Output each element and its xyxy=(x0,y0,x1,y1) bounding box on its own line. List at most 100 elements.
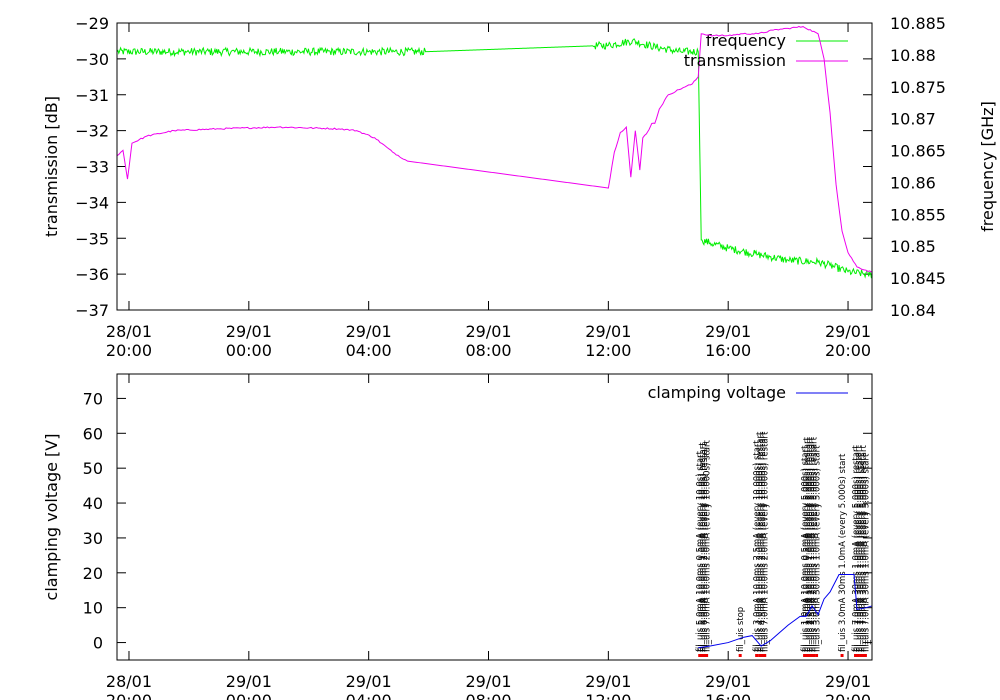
x-tick-date: 29/01 xyxy=(585,322,631,341)
x-tick-date: 29/01 xyxy=(226,322,272,341)
x-tick-time: 08:00 xyxy=(465,691,511,700)
x-tick-date: 29/01 xyxy=(465,322,511,341)
x-tick-date: 29/01 xyxy=(346,672,392,691)
y2-tick-label: 10.885 xyxy=(890,14,946,33)
event-annotation: fil_uis 3.0mA 30.0ms 1.0mA (every 5.000s… xyxy=(813,445,823,652)
y-tick-label: 60 xyxy=(83,424,103,443)
event-annotation: fil_uis 7.0mA 30ms 1.0mA (every 5.000s) … xyxy=(857,453,867,652)
event-marker xyxy=(861,654,865,657)
y2-tick-label: 10.875 xyxy=(890,78,946,97)
x-tick-date: 29/01 xyxy=(346,322,392,341)
x-tick-time: 20:00 xyxy=(106,341,152,360)
plot-frame xyxy=(116,22,873,311)
y2-tick-label: 10.865 xyxy=(890,142,946,161)
y-tick-label: 70 xyxy=(83,389,103,408)
clamping-voltage-legend-label: clamping voltage xyxy=(648,383,786,402)
y-tick-label: 30 xyxy=(83,529,103,548)
x-tick-time: 12:00 xyxy=(585,341,631,360)
y-axis-label: transmission [dB] xyxy=(42,96,61,237)
event-marker xyxy=(812,654,816,657)
y-tick-label: −31 xyxy=(75,86,109,105)
y-tick-label: −34 xyxy=(75,193,109,212)
x-tick-time: 12:00 xyxy=(585,691,631,700)
event-marker xyxy=(805,654,809,657)
event-annotation: fil_uis 5.0mA 10.0ms 0.5mA (every 10.0s)… xyxy=(696,450,706,652)
event-annotation: fil_uis 7.0mA 30ms 1.0mA (every 5.000s) … xyxy=(854,444,864,652)
event-marker xyxy=(698,654,702,657)
event-annotation: fil_uis 7.0mA 10.0ms 2.0mA (every 10.000… xyxy=(761,431,771,652)
y-tick-label: 10 xyxy=(83,599,103,618)
x-tick-date: 29/01 xyxy=(585,672,631,691)
y-tick-label: −37 xyxy=(75,301,109,320)
event-marker xyxy=(809,654,813,657)
x-tick-time: 20:00 xyxy=(825,341,871,360)
event-annotation: fil_uis 7.0mA 30ms 1.0mA (every 5.000s) … xyxy=(859,444,869,652)
event-marker xyxy=(758,654,762,657)
event-marker xyxy=(700,654,704,657)
event-marker xyxy=(705,654,709,657)
event-annotation: fil_uis 2.5mA 20.0ms 1.0mA (every 5.000s… xyxy=(807,436,817,652)
event-marker xyxy=(763,654,767,657)
y-tick-label: −30 xyxy=(75,50,109,69)
y2-tick-label: 10.85 xyxy=(890,237,936,256)
event-annotation: fil_uis 7.0mA 10.0ms 2.0mA (every 10.000… xyxy=(703,440,713,652)
x-tick-time: 00:00 xyxy=(226,341,272,360)
event-annotation: fil_uis 6.0mA 10.0ms 2.0mA (every 10.0s)… xyxy=(700,442,710,652)
y-tick-label: −35 xyxy=(75,229,109,248)
x-tick-time: 08:00 xyxy=(465,341,511,360)
y2-tick-label: 10.87 xyxy=(890,110,936,129)
x-tick-date: 29/01 xyxy=(465,672,511,691)
event-annotation: fil_uis stop xyxy=(736,607,746,652)
y2-tick-label: 10.855 xyxy=(890,205,946,224)
y-tick-label: 20 xyxy=(83,564,103,583)
x-tick-date: 29/01 xyxy=(825,322,871,341)
event-annotation: fil_uis 3.0mA 30ms 1.0mA (every 5.000s) … xyxy=(838,453,848,652)
x-tick-time: 00:00 xyxy=(226,691,272,700)
x-tick-time: 20:00 xyxy=(825,691,871,700)
y-tick-label: −33 xyxy=(75,158,109,177)
event-marker xyxy=(840,654,844,657)
event-marker xyxy=(702,654,706,657)
x-tick-date: 29/01 xyxy=(705,672,751,691)
x-tick-date: 28/01 xyxy=(106,672,152,691)
event-annotation: fil_uis 3.0mA 10.0ms 2.5mA (every 10.000… xyxy=(753,440,763,652)
event-annotation: fil_uis 3.0mA 20.0ms 1.0mA (every 5.000s… xyxy=(810,436,820,652)
transmission-line xyxy=(116,25,873,273)
clamping-voltage-line xyxy=(698,574,873,649)
event-annotation: fil_uis 7.0mA 30ms 1.0mA (every 5.000s) … xyxy=(852,444,862,652)
event-marker xyxy=(854,654,858,657)
event-marker xyxy=(863,654,867,657)
y-tick-label: −32 xyxy=(75,122,109,141)
x-tick-time: 16:00 xyxy=(705,341,751,360)
event-annotation: fil_uis 2.0mA 10.0ms 1.0mA (every 5.000s… xyxy=(805,436,815,652)
x-tick-date: 29/01 xyxy=(226,672,272,691)
y-tick-label: 40 xyxy=(83,494,103,513)
x-tick-date: 29/01 xyxy=(825,672,871,691)
y2-tick-label: 10.86 xyxy=(890,173,936,192)
event-annotation: fil_uis 4.5mA 10.0ms 2.0mA (every 10.000… xyxy=(758,431,768,652)
x-tick-time: 04:00 xyxy=(346,341,392,360)
transmission-legend-label: transmission xyxy=(684,51,786,70)
x-tick-date: 29/01 xyxy=(705,322,751,341)
y-tick-label: −36 xyxy=(75,265,109,284)
event-annotation: fil_uis 1.0mA 10.0ms 0.5mA (every 5.000s… xyxy=(801,445,811,652)
event-marker xyxy=(738,654,742,657)
x-tick-date: 28/01 xyxy=(106,322,152,341)
event-annotation: fil_uis 5.0mA 10.0ms 1.0mA (every 10.0s)… xyxy=(698,442,708,652)
y-tick-label: −29 xyxy=(75,14,109,33)
y2-tick-label: 10.84 xyxy=(890,301,936,320)
x-tick-time: 04:00 xyxy=(346,691,392,700)
event-marker xyxy=(856,654,860,657)
event-marker xyxy=(807,654,811,657)
frequency-line xyxy=(116,38,873,279)
y2-tick-label: 10.845 xyxy=(890,269,946,288)
plot-frame xyxy=(116,373,873,661)
event-annotation: fil_uis 7.0mA 30ms 1.0mA (every 5.000s) … xyxy=(861,453,871,652)
event-marker xyxy=(760,654,764,657)
transmission-frequency-chart: −29 −30 −31 −32 −33 −34 −35 −36 −37 10.885 10.88 10… xyxy=(42,14,997,360)
event-marker xyxy=(815,654,819,657)
y-tick-label: 50 xyxy=(83,459,103,478)
x-tick-time: 16:00 xyxy=(705,691,751,700)
x-tick-time: 20:00 xyxy=(106,691,152,700)
